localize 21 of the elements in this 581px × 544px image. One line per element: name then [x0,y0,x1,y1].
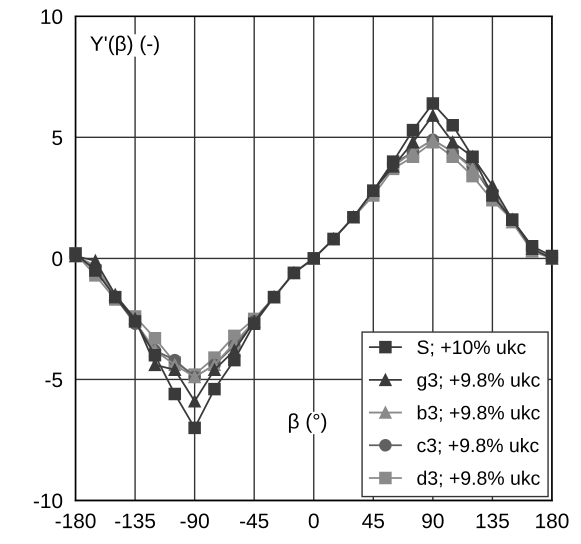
x-tick-label: -90 [180,514,209,528]
y-tick-label: 5 [52,130,62,146]
y-axis-title: Y'(β) (-) [90,36,159,56]
y-tick-label: 0 [52,251,62,266]
x-tick-label: 45 [362,514,384,528]
legend-label: S; +10% ukc [417,340,526,356]
x-tick-label: 0 [308,514,319,528]
x-axis-title: β (°) [288,413,326,433]
y-tick-label: 10 [41,9,62,24]
x-tick-label: 90 [422,514,444,528]
y-tick-label: -10 [34,493,62,508]
x-tick-label: 180 [536,514,569,528]
legend-label: c3; +9.8% ukc [417,438,539,455]
legend-label: b3; +9.8% ukc [418,405,540,422]
x-tick-label: -45 [240,514,268,528]
x-tick-label: -135 [115,514,156,528]
x-tick-label: -180 [56,514,96,528]
legend-label: g3; +9.8% ukc [417,372,540,391]
x-tick-label: 135 [476,514,509,528]
legend-label: d3; +9.8% ukc [417,470,540,488]
y-tick-label: -5 [45,372,62,388]
